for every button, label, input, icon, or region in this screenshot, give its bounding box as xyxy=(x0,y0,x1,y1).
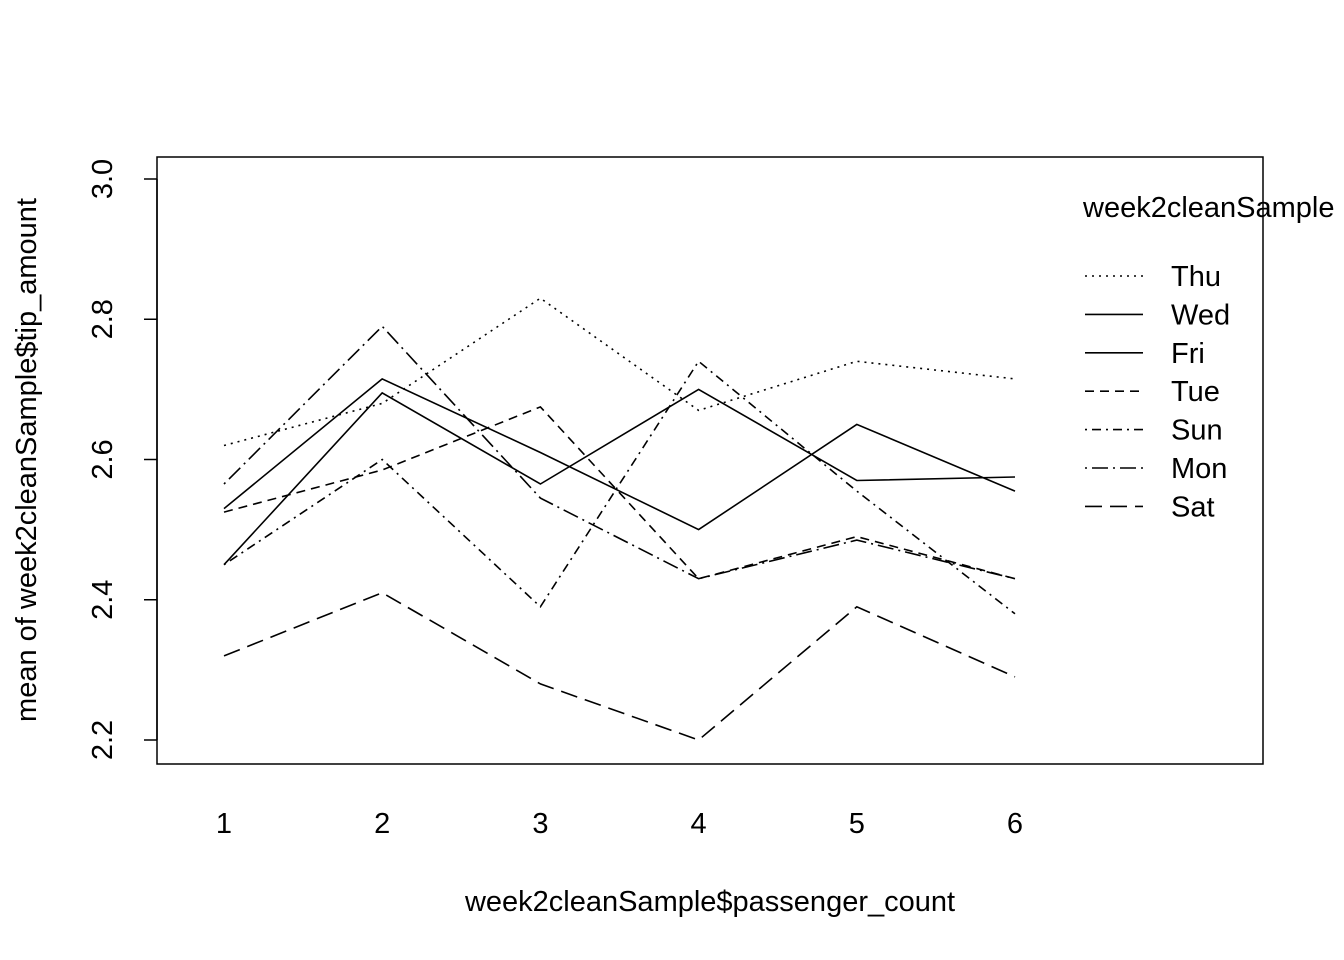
legend-label: Sun xyxy=(1171,415,1223,447)
x-tick-label: 3 xyxy=(532,808,548,840)
x-axis: 1 2 3 4 5 6 xyxy=(216,808,1023,840)
series-line-sun xyxy=(223,360,1016,615)
x-tick-label: 2 xyxy=(374,808,390,840)
plot-frame xyxy=(156,156,1264,765)
legend-label: Sat xyxy=(1171,491,1215,523)
x-tick-label: 6 xyxy=(1007,808,1023,840)
series-line-fri xyxy=(223,388,1016,566)
x-tick-label: 5 xyxy=(849,808,865,840)
legend-label: Fri xyxy=(1171,338,1205,370)
series-line-tue xyxy=(223,405,1016,580)
series-line-mon xyxy=(223,325,1016,580)
legend-label: Wed xyxy=(1171,299,1230,331)
series-layer xyxy=(223,297,1016,741)
legend-label: Mon xyxy=(1171,453,1227,485)
series-line-sat xyxy=(223,591,1016,741)
legend-label: Thu xyxy=(1171,261,1221,293)
series-line-wed xyxy=(223,377,1016,531)
y-axis-title: mean of week2cleanSample$tip_amount xyxy=(11,198,43,722)
y-tick-label: 2.8 xyxy=(87,299,119,339)
legend: week2cleanSample Thu Wed Fri Tue Sun Mon Sat xyxy=(1082,192,1334,523)
y-tick-label: 2.4 xyxy=(87,580,119,620)
y-tick-label: 3.0 xyxy=(87,159,119,199)
y-tick-label: 2.6 xyxy=(87,439,119,479)
x-tick-label: 4 xyxy=(691,808,707,840)
y-tick-label: 2.2 xyxy=(87,720,119,760)
y-axis: 2.2 2.4 2.6 2.8 3.0 xyxy=(87,159,158,760)
x-axis-title: week2cleanSample$passenger_count xyxy=(464,886,955,918)
x-tick-label: 1 xyxy=(216,808,232,840)
series-line-thu xyxy=(223,297,1016,447)
legend-label: Tue xyxy=(1171,376,1220,408)
legend-title: week2cleanSample xyxy=(1082,192,1334,224)
